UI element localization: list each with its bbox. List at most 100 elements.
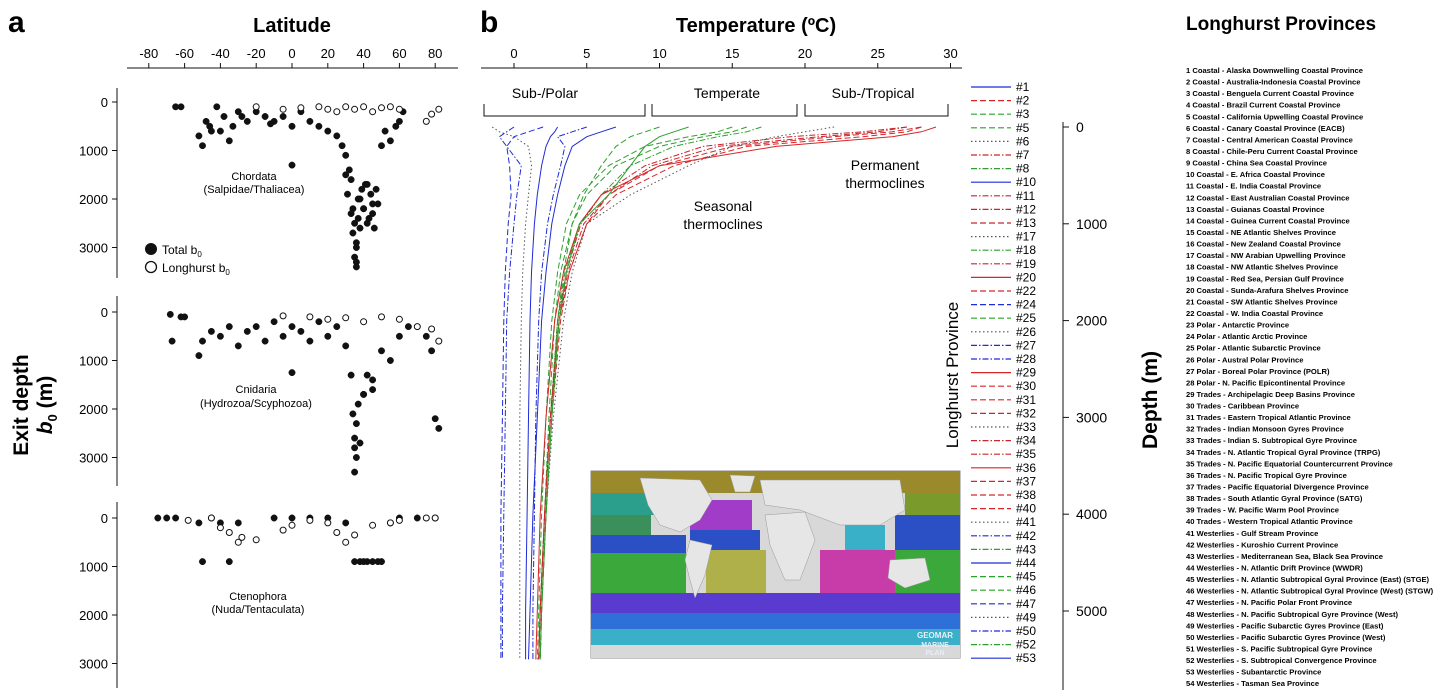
province-list-item: 36 Trades - N. Pacific Tropical Gyre Pro… [1186,471,1347,480]
longhurst-map-inset: GEOMAR MARINE PLAN [590,470,961,659]
depth-tick-label: 1000 [79,354,108,369]
legend-province-id: #47 [1016,597,1036,611]
depth-tick-label: 0 [101,305,108,320]
total-b0-point [342,171,350,179]
longhurst-b0-point [238,533,246,541]
longhurst-b0-point [324,105,332,113]
longhurst-b0-point [435,337,443,345]
province-list-item: 11 Coastal - E. India Coastal Province [1186,182,1321,191]
total-b0-point [365,214,373,222]
map-indian-north [845,525,885,550]
province-list-item: 37 Trades - Pacific Equatorial Divergenc… [1186,483,1369,492]
province-list-item: 34 Trades - N. Atlantic Tropical Gyral P… [1186,448,1381,457]
exit-depth-label-unit: (m) [34,376,57,415]
longhurst-b0-point [360,103,368,111]
province-list-item: 53 Westerlies - Subantarctic Province [1186,668,1321,677]
longhurst-b0-point [413,323,421,331]
lat-tick-label: 80 [428,46,442,61]
profile-line-27 [498,126,522,660]
total-b0-point [352,454,360,461]
total-b0-point [297,327,305,335]
total-b0-point [168,337,176,345]
longhurst-b0-point [422,514,430,522]
total-b0-point [288,514,296,522]
province-list-item: 23 Polar - Antarctic Province [1186,321,1289,330]
map-band-polar-south [591,645,960,658]
legend-province-id: #2 [1016,94,1030,108]
legend-total-text: Total b [162,243,198,257]
province-list-item: 5 Coastal - California Upwelling Coastal… [1186,112,1363,121]
total-b0-point [395,332,403,340]
subplot-cnidaria: 0 1000 2000 3000 Cnidaria (Hydrozoa/Scyphoz… [79,296,443,486]
longhurst-b0-point [378,313,385,321]
legend-longhurst-marker [144,260,158,274]
longhurst-b0-point [360,318,368,326]
longhurst-b0-point [288,521,296,529]
total-b0-point [261,113,269,120]
svg-text:b0 (m): b0 (m) [34,376,60,435]
total-b0-point [369,200,377,208]
province-list-item: 31 Trades - Eastern Tropical Atlantic Pr… [1186,413,1351,422]
legend-province-id: #31 [1016,393,1036,407]
longhurst-b0-point [333,529,341,536]
profile-line-24 [500,126,544,660]
longhurst-b0-point [395,105,403,113]
depth-axis-label: Depth (m) [1139,351,1162,449]
total-b0-point [352,258,360,266]
total-b0-point [360,390,368,398]
province-line-legend: #1#2#3#5#6#7#8#10#11#12#13#17#18#19#20#2… [971,80,1036,665]
depth-tick-label: 1000 [79,560,108,575]
longhurst-b0-point [279,105,287,113]
longhurst-b0-point [342,538,350,546]
total-b0-point [234,342,242,350]
province-list-item: 9 Coastal - China Sea Coastal Province [1186,159,1327,168]
longhurst-b0-point [428,110,436,118]
depth-tick-label: 1000 [79,144,108,159]
profile-line-44 [539,126,689,660]
longhurst-b0-point [225,529,233,536]
province-list-item: 54 Westerlies - Tasman Sea Province [1186,679,1319,688]
total-b0-point [333,323,341,331]
map-land-south-america [684,539,713,599]
province-list-item: 14 Coastal - Guinea Current Coastal Prov… [1186,216,1350,225]
legend-province-id: #26 [1016,325,1036,339]
subplot-cnidaria-name: Cnidaria [236,384,278,396]
depth-tick-label: 0 [1076,119,1084,135]
province-list-item: 18 Coastal - NW Atlantic Shelves Provinc… [1186,263,1338,272]
total-b0-point [351,434,359,442]
total-b0-point [225,137,233,145]
total-b0-point [351,468,359,476]
legend-province-id: #42 [1016,529,1036,543]
total-b0-point [288,161,296,169]
legend-province-id: #19 [1016,257,1036,271]
annot-permanent-line2: thermoclines [845,175,924,191]
total-b0-point [234,519,242,527]
legend-total-label: Total b0 [162,243,202,259]
province-list-item: 45 Westerlies - N. Atlantic Subtropical … [1186,575,1430,584]
total-b0-point [202,117,210,125]
total-b0-point [347,176,355,184]
longhurst-b0-point [315,103,323,111]
map-atlantic-south [706,550,766,593]
longhurst-b0-point [324,315,332,323]
province-list-item: 27 Polar - Boreal Polar Province (POLR) [1186,367,1330,376]
province-list-item: 22 Coastal - W. India Coastal Province [1186,309,1323,318]
province-list-item: 2 Coastal - Australia-Indonesia Coastal … [1186,78,1360,87]
legend-province-id: #41 [1016,515,1036,529]
province-list-item: 29 Trades - Archipelagic Deep Basins Pro… [1186,390,1355,399]
legend-total-sub: 0 [197,250,202,259]
longhurst-b0-point [324,519,332,527]
longhurst-b0-point [207,514,215,522]
total-b0-point [288,369,296,377]
province-list-item: 32 Trades - Indian Monsoon Gyres Provinc… [1186,425,1344,434]
total-b0-point [261,337,269,345]
total-b0-point [378,142,385,150]
legend-province-id: #37 [1016,474,1036,488]
longhurst-b0-point [342,103,350,111]
total-b0-point [306,117,314,125]
total-b0-point [195,352,203,360]
longhurst-b0-point [234,538,242,546]
legend-province-id: #46 [1016,583,1036,597]
legend-longhurst-label: Longhurst b0 [162,261,230,277]
total-b0-point [347,371,355,379]
